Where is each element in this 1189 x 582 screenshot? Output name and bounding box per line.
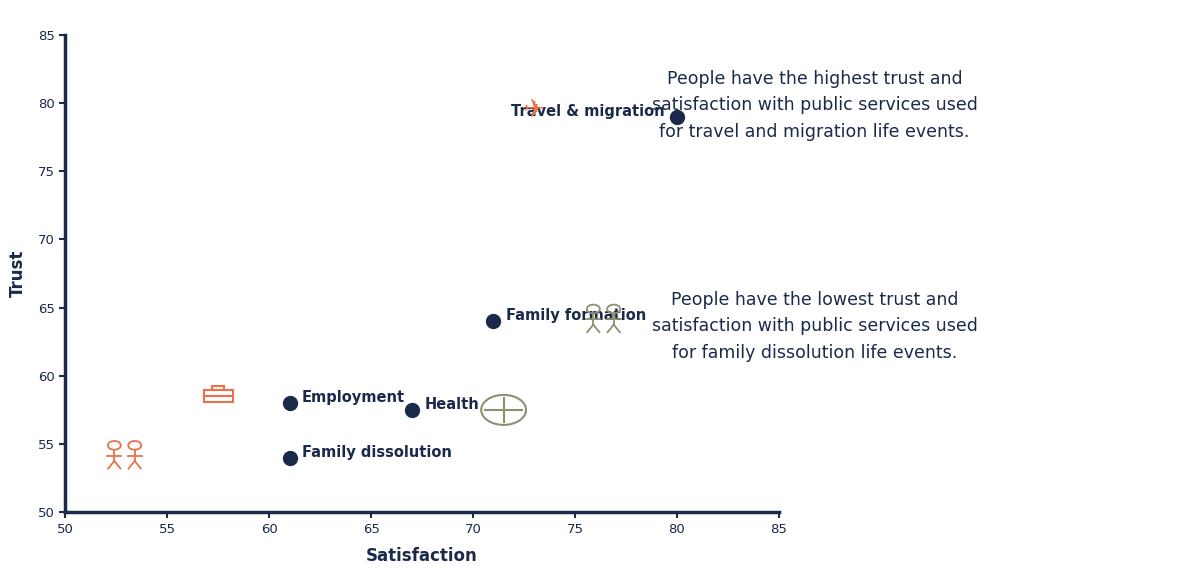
Text: ✈: ✈ [523, 98, 545, 122]
Text: People have the lowest trust and
satisfaction with public services used
for fami: People have the lowest trust and satisfa… [652, 291, 977, 362]
Point [484, 317, 503, 326]
Text: Travel & migration: Travel & migration [511, 104, 665, 119]
Point [281, 399, 300, 408]
X-axis label: Satisfaction: Satisfaction [366, 546, 478, 565]
Text: People have the highest trust and
satisfaction with public services used
for tra: People have the highest trust and satisf… [652, 70, 977, 141]
Point [667, 112, 686, 122]
Point [281, 453, 300, 462]
Text: Employment: Employment [302, 390, 405, 405]
Text: Family formation: Family formation [505, 308, 646, 324]
Text: Health: Health [424, 397, 479, 412]
Y-axis label: Trust: Trust [8, 250, 27, 297]
Point [402, 405, 421, 414]
Text: Family dissolution: Family dissolution [302, 445, 452, 460]
